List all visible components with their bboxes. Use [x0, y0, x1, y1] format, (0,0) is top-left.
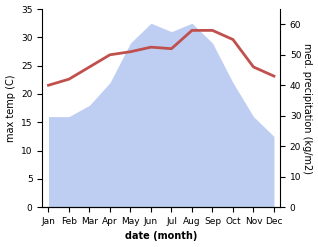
- X-axis label: date (month): date (month): [125, 231, 197, 242]
- Y-axis label: med. precipitation (kg/m2): med. precipitation (kg/m2): [302, 43, 313, 174]
- Y-axis label: max temp (C): max temp (C): [5, 74, 16, 142]
